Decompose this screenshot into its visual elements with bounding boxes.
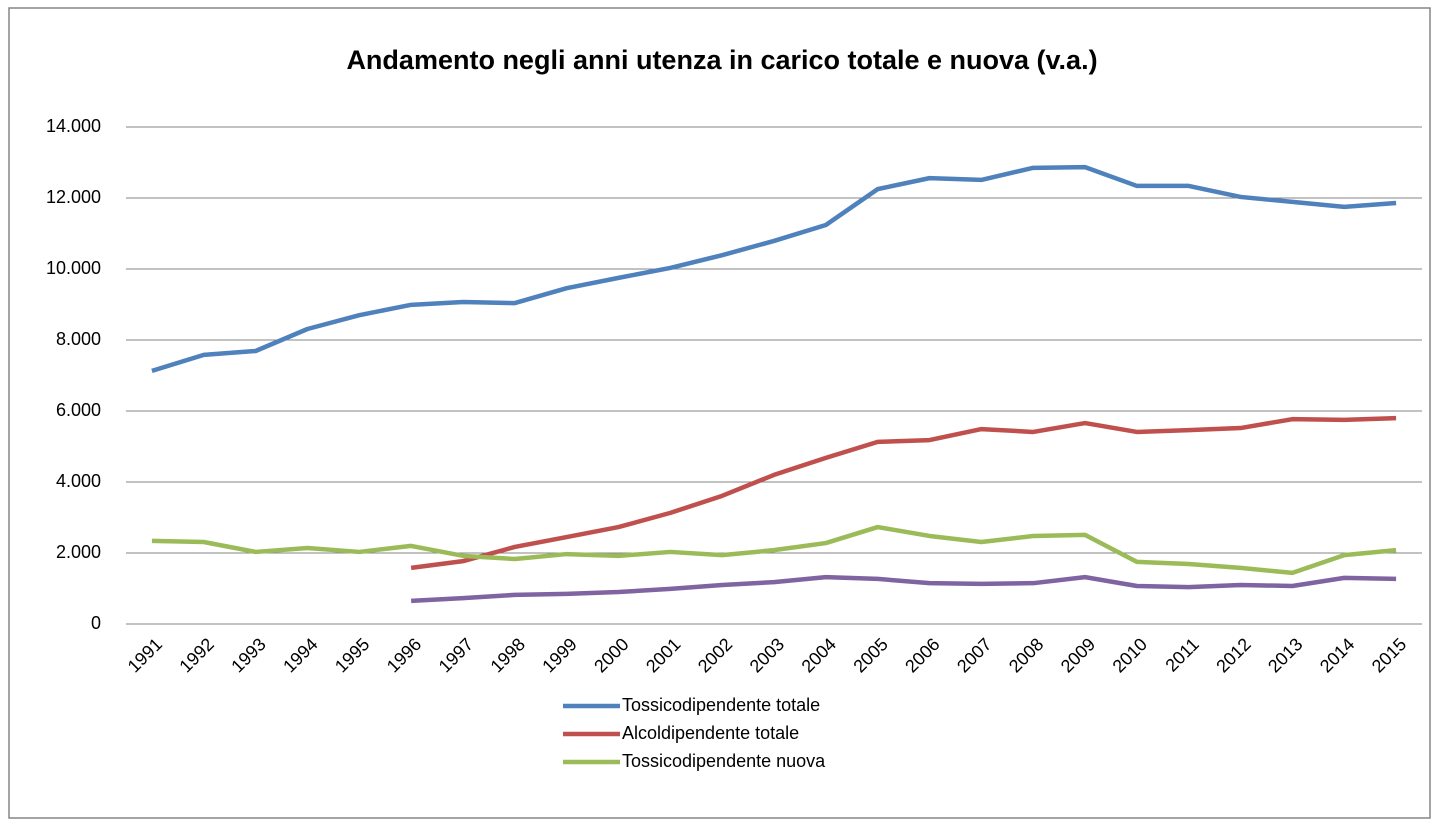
legend-label: Alcoldipendente totale (622, 723, 799, 743)
series-line (410, 574, 1397, 604)
y-tick-label: 12.000 (46, 187, 101, 207)
series-line (151, 524, 1397, 576)
series-line (410, 415, 1397, 571)
chart-frame (8, 7, 1431, 819)
y-tick-label: 10.000 (46, 258, 101, 278)
y-tick-label: 14.000 (46, 116, 101, 136)
y-tick-label: 8.000 (56, 329, 101, 349)
y-tick-label: 2.000 (56, 542, 101, 562)
y-tick-label: 4.000 (56, 471, 101, 491)
chart-title: Andamento negli anni utenza in carico to… (346, 45, 1097, 75)
legend-label: Tossicodipendente totale (622, 695, 820, 715)
y-tick-label: 6.000 (56, 400, 101, 420)
series-line (151, 164, 1397, 374)
legend-label: Tossicodipendente nuova (622, 751, 826, 771)
y-tick-label: 0 (91, 613, 101, 633)
